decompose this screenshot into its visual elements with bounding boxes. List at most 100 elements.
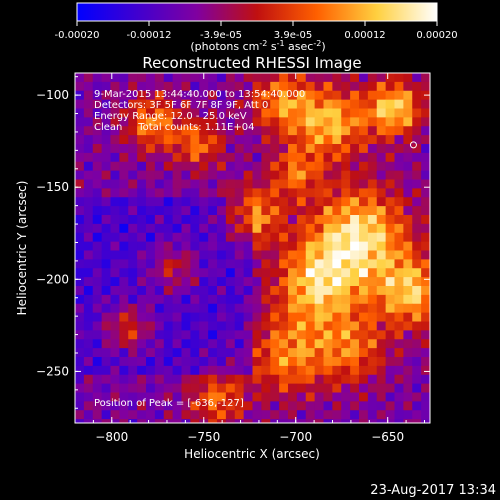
heatmap-cell bbox=[412, 232, 422, 243]
heatmap-cell bbox=[350, 197, 360, 207]
heatmap-cell bbox=[217, 223, 227, 234]
heatmap-cell bbox=[154, 303, 165, 314]
heatmap-cell bbox=[359, 303, 369, 314]
heatmap-cell bbox=[305, 250, 316, 260]
heatmap-cell bbox=[403, 401, 413, 411]
heatmap-cell bbox=[128, 161, 138, 172]
heatmap-cell bbox=[350, 383, 360, 393]
heatmap-cell bbox=[359, 73, 369, 83]
heatmap-cell bbox=[154, 250, 165, 260]
heatmap-cell bbox=[243, 286, 253, 296]
heatmap-cell bbox=[119, 206, 129, 216]
heatmap-cell bbox=[75, 250, 85, 260]
heatmap-cell bbox=[367, 268, 378, 278]
heatmap-cell bbox=[314, 321, 324, 331]
heatmap-cell bbox=[208, 383, 218, 393]
heatmap-cell bbox=[394, 161, 404, 172]
heatmap-cell bbox=[359, 117, 369, 127]
heatmap-cell bbox=[234, 303, 245, 314]
heatmap-cell bbox=[101, 108, 111, 118]
heatmap-cell bbox=[412, 144, 422, 154]
heatmap-cell bbox=[296, 294, 307, 305]
heatmap-cell bbox=[279, 108, 289, 118]
heatmap-cell bbox=[367, 188, 378, 198]
heatmap-cell bbox=[146, 152, 156, 163]
heatmap-cell bbox=[332, 73, 342, 83]
heatmap-cell bbox=[190, 339, 200, 349]
heatmap-cell bbox=[323, 206, 333, 216]
heatmap-cell bbox=[83, 419, 94, 423]
heatmap-cell bbox=[154, 365, 165, 376]
heatmap-cell bbox=[154, 117, 165, 127]
heatmap-cell bbox=[119, 357, 129, 367]
heatmap-cell bbox=[279, 232, 289, 243]
heatmap-cell bbox=[208, 170, 218, 180]
heatmap-cell bbox=[323, 90, 333, 101]
heatmap-cell bbox=[119, 286, 129, 296]
heatmap-cell bbox=[119, 170, 129, 180]
heatmap-cell bbox=[341, 241, 351, 251]
heatmap-cell bbox=[128, 81, 138, 92]
heatmap-cell bbox=[208, 259, 218, 269]
heatmap-cell bbox=[296, 330, 307, 340]
heatmap-cell bbox=[367, 374, 378, 385]
heatmap-cell bbox=[332, 348, 342, 358]
heatmap-cell bbox=[128, 197, 138, 207]
heatmap-cell bbox=[75, 419, 85, 423]
heatmap-cell bbox=[243, 241, 253, 251]
heatmap-cell bbox=[190, 161, 200, 172]
heatmap-cell bbox=[101, 277, 111, 287]
heatmap-cell bbox=[394, 241, 404, 251]
heatmap-cell bbox=[181, 108, 191, 118]
heatmap-cell bbox=[101, 401, 111, 411]
heatmap-cell bbox=[137, 348, 147, 358]
heatmap-cell bbox=[110, 206, 120, 216]
heatmap-cell bbox=[92, 268, 103, 278]
heatmap-cell bbox=[270, 161, 280, 172]
heatmap-cell bbox=[261, 303, 271, 314]
heatmap-cell bbox=[128, 410, 138, 420]
heatmap-cell bbox=[367, 144, 378, 154]
heatmap-cell bbox=[101, 357, 111, 367]
heatmap-cell bbox=[332, 223, 342, 234]
heatmap-cell bbox=[217, 330, 227, 340]
heatmap-cell bbox=[270, 250, 280, 260]
heatmap-cell bbox=[208, 392, 218, 402]
heatmap-cell bbox=[359, 197, 369, 207]
heatmap-cell bbox=[385, 117, 395, 127]
heatmap-cell bbox=[252, 126, 262, 136]
heatmap-cell bbox=[261, 179, 271, 189]
heatmap-cell bbox=[270, 126, 280, 136]
heatmap-cell bbox=[394, 410, 404, 420]
heatmap-cell bbox=[83, 73, 94, 83]
heatmap-cell bbox=[288, 90, 298, 101]
colorbar-tick-label: 0.00012 bbox=[344, 30, 385, 41]
heatmap-cell bbox=[181, 188, 191, 198]
heatmap-cell bbox=[154, 419, 165, 423]
heatmap-cell bbox=[376, 117, 387, 127]
heatmap-cell bbox=[163, 135, 174, 145]
heatmap-cell bbox=[163, 241, 174, 251]
heatmap-cell bbox=[243, 419, 253, 423]
heatmap-cell bbox=[208, 81, 218, 92]
heatmap-cell bbox=[163, 357, 174, 367]
heatmap-cell bbox=[83, 215, 94, 225]
heatmap-cell bbox=[208, 401, 218, 411]
heatmap-cell bbox=[421, 374, 430, 385]
heatmap-cell bbox=[146, 374, 156, 385]
heatmap-cell bbox=[137, 357, 147, 367]
heatmap-cell bbox=[163, 117, 174, 127]
heatmap-cell bbox=[181, 339, 191, 349]
heatmap-cell bbox=[341, 250, 351, 260]
heatmap-cell bbox=[350, 277, 360, 287]
heatmap-cell bbox=[261, 321, 271, 331]
heatmap-cell bbox=[163, 232, 174, 243]
heatmap-cell bbox=[314, 277, 324, 287]
heatmap-cell bbox=[332, 241, 342, 251]
heatmap-cell bbox=[403, 294, 413, 305]
heatmap-cell bbox=[367, 303, 378, 314]
heatmap-cell bbox=[225, 73, 236, 83]
heatmap-cell bbox=[225, 117, 236, 127]
heatmap-cell bbox=[270, 215, 280, 225]
heatmap-cell bbox=[305, 188, 316, 198]
